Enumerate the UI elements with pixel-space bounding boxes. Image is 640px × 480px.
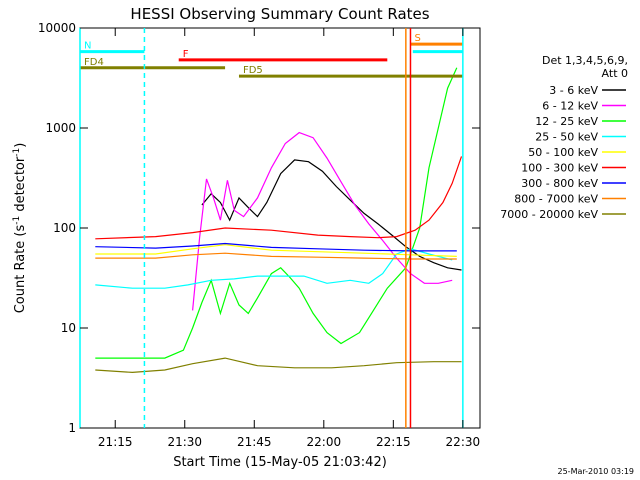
- legend-label: 800 - 7000 keV: [514, 193, 598, 206]
- marker-layer: [79, 28, 464, 428]
- flag-layer: N F FD4 FD5 S: [80, 33, 463, 78]
- x-tick-label: 21:15: [98, 435, 133, 449]
- series-line-9: [95, 357, 462, 374]
- x-tick-label: 22:30: [446, 435, 481, 449]
- y-tick-label: 100: [53, 221, 76, 235]
- series-line-3: [95, 67, 458, 359]
- legend-label: 6 - 12 keV: [542, 100, 598, 113]
- y-axis-label-part: ): [13, 143, 28, 148]
- y-tick-label: 10: [61, 321, 76, 335]
- series-line-7: [95, 242, 457, 252]
- y-tick-label: 1: [68, 421, 76, 435]
- legend-header: Att 0: [602, 67, 628, 80]
- series-line-8: [95, 252, 457, 260]
- flag-label: N: [84, 41, 91, 52]
- y-axis-label: Count Rate (s-1 detector-1): [12, 143, 28, 314]
- chart-title: HESSI Observing Summary Count Rates: [130, 5, 429, 23]
- legend-label: 3 - 6 keV: [549, 84, 598, 97]
- y-tick-label: 1000: [45, 121, 76, 135]
- y-axis-label-sup: -1: [12, 148, 22, 157]
- y-axis-label-part: detector: [13, 156, 28, 216]
- x-tick-label: 22:15: [376, 435, 411, 449]
- legend-header: Det 1,3,4,5,6,9,: [542, 54, 628, 67]
- series-line-6: [95, 156, 463, 240]
- y-axis-label-sup: -1: [12, 216, 22, 225]
- series-line-2: [192, 131, 453, 311]
- legend-label: 12 - 25 keV: [535, 115, 598, 128]
- legend-label: 300 - 800 keV: [521, 177, 598, 190]
- series-layer: [95, 67, 463, 374]
- series-line-4: [95, 248, 453, 289]
- legend-label: 100 - 300 keV: [521, 162, 598, 175]
- y-tick-label: 10000: [38, 21, 76, 35]
- x-tick-label: 22:00: [307, 435, 342, 449]
- legend: Det 1,3,4,5,6,9, Att 0 3 - 6 keV 6 - 12 k…: [500, 54, 628, 221]
- legend-label: 50 - 100 keV: [528, 146, 598, 159]
- flag-label: S: [414, 33, 420, 44]
- legend-entries: 3 - 6 keV 6 - 12 keV 12 - 25 keV 25 - 50 ke…: [500, 84, 626, 221]
- x-tick-label: 21:30: [167, 435, 202, 449]
- footer-timestamp: 25-Mar-2010 03:19: [558, 467, 635, 476]
- x-axis-ticks: 21:15 21:30 21:45 22:00 22:15 22:30: [98, 28, 480, 449]
- y-axis-ticks: 1 10 100 1000 10000: [38, 21, 480, 435]
- x-tick-label: 21:45: [237, 435, 272, 449]
- plot-area: N F FD4 FD5 S 21:15 21:30 21:45 22:00 22:15 22:30…: [38, 21, 481, 449]
- flag-label: FD4: [84, 57, 104, 68]
- flag-label: FD5: [243, 65, 263, 76]
- legend-label: 25 - 50 keV: [535, 131, 598, 144]
- flag-label: F: [183, 49, 189, 60]
- legend-label: 7000 - 20000 keV: [500, 208, 598, 221]
- y-axis-label-part: Count Rate (s: [13, 225, 28, 314]
- series-line-5: [95, 244, 457, 257]
- x-axis-label: Start Time (15-May-05 21:03:42): [173, 455, 387, 470]
